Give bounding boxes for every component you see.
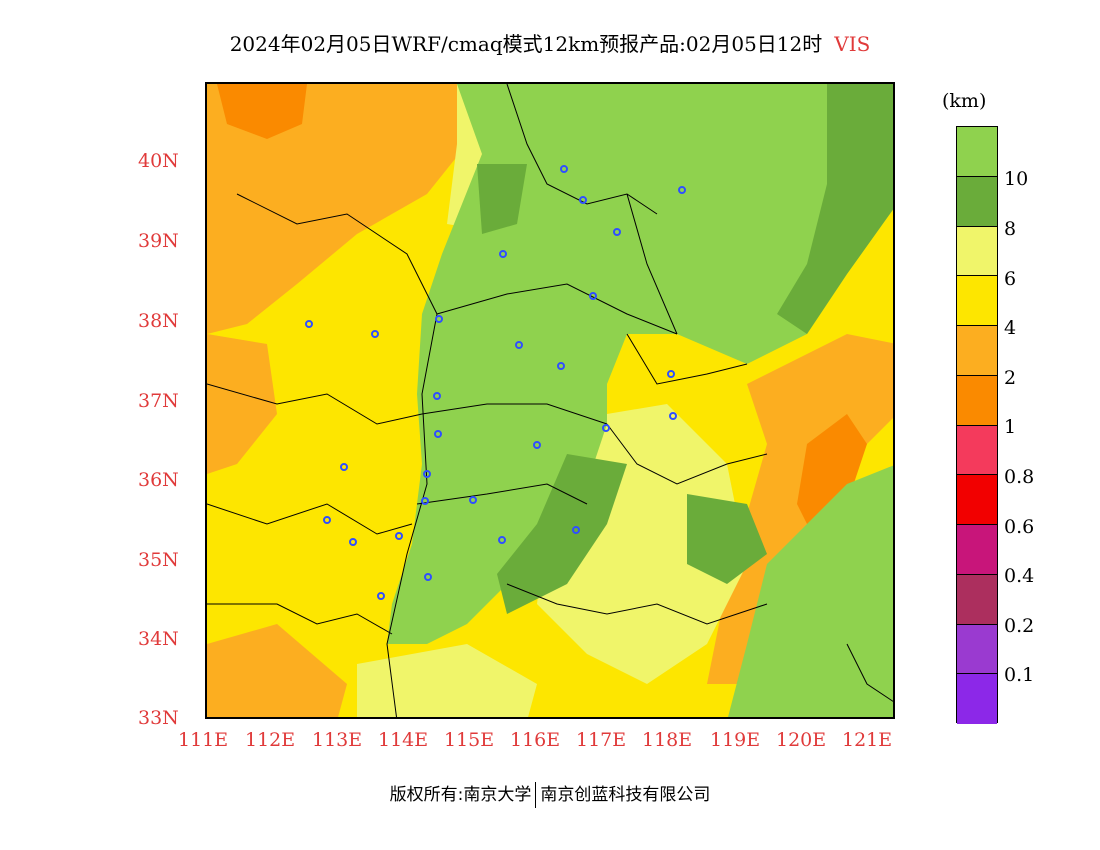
title-variable: VIS [834, 32, 871, 56]
colorbar-label: 2 [1004, 367, 1017, 389]
station-marker [305, 320, 313, 328]
lon-label-113e: 113E [312, 729, 363, 751]
lon-label-120e: 120E [776, 729, 827, 751]
colorbar-label: 0.6 [1004, 516, 1035, 538]
station-marker [515, 341, 523, 349]
station-marker [613, 228, 621, 236]
station-marker [579, 196, 587, 204]
colorbar-label: 0.1 [1004, 664, 1035, 686]
station-marker [349, 538, 357, 546]
station-marker [498, 536, 506, 544]
lon-label-119e: 119E [710, 729, 761, 751]
colorbar-label: 8 [1004, 218, 1017, 240]
station-marker [371, 330, 379, 338]
station-marker [377, 592, 385, 600]
station-marker [421, 497, 429, 505]
region-vis-8-10-north [477, 164, 527, 234]
lat-label-33n: 33N [138, 707, 179, 729]
colorbar-segment [957, 226, 997, 277]
lat-label-40n: 40N [138, 150, 179, 172]
colorbar-segment [957, 624, 997, 675]
region-vis-8-10-central [497, 454, 627, 614]
colorbar-segment [957, 475, 997, 525]
station-marker [340, 463, 348, 471]
region-vis-8-10-northeast [777, 84, 893, 334]
station-markers [305, 165, 686, 600]
colorbar-segment [957, 176, 997, 227]
title-main: 2024年02月05日WRF/cmaq模式12km预报产品:02月05日12时 [229, 32, 823, 56]
station-marker [433, 392, 441, 400]
station-marker [572, 526, 580, 534]
company-name: 南京创蓝科技有限公司 [540, 785, 711, 805]
chart-title: 2024年02月05日WRF/cmaq模式12km预报产品:02月05日12时 V… [0, 28, 1100, 57]
region-vis-1-2-north [217, 84, 307, 139]
lon-label-117e: 117E [576, 729, 627, 751]
footer-separator [535, 782, 537, 808]
colorbar-label: 0.8 [1004, 466, 1035, 488]
station-marker [423, 470, 431, 478]
colorbar-label: 1 [1004, 416, 1017, 438]
colorbar-label: 4 [1004, 317, 1017, 339]
lat-label-35n: 35N [138, 549, 179, 571]
lat-label-36n: 36N [138, 469, 179, 491]
region-vis-2-4-northwest [207, 84, 467, 334]
colorbar-segment [957, 574, 997, 625]
lon-label-116e: 116E [510, 729, 561, 751]
station-marker [678, 186, 686, 194]
colorbar-segment [957, 127, 997, 177]
boundary-lines [207, 84, 893, 717]
region-vis-2-4-west [207, 334, 277, 474]
lon-label-121e: 121E [842, 729, 893, 751]
station-marker [323, 516, 331, 524]
colorbar-unit: (km) [942, 90, 987, 112]
colorbar-segment [957, 674, 997, 724]
copyright-text: 版权所有:南京大学 [389, 785, 532, 805]
station-marker [560, 165, 568, 173]
station-marker [434, 430, 442, 438]
station-marker [667, 370, 675, 378]
station-marker [499, 250, 507, 258]
colorbar-label: 0.2 [1004, 615, 1035, 637]
colorbar-label: 10 [1004, 168, 1029, 190]
station-marker [424, 573, 432, 581]
lat-label-39n: 39N [138, 230, 179, 252]
forecast-map [205, 82, 895, 719]
lat-label-34n: 34N [138, 628, 179, 650]
station-marker [469, 496, 477, 504]
colorbar-segment [957, 525, 997, 575]
colorbar-segment [957, 375, 997, 426]
lon-label-111e: 111E [178, 729, 229, 751]
station-marker [435, 315, 443, 323]
lon-label-115e: 115E [444, 729, 495, 751]
colorbar-label: 6 [1004, 268, 1017, 290]
region-vis-6-8-south [357, 644, 537, 717]
region-vis-2-4-southwest [207, 624, 347, 717]
lon-label-114e: 114E [378, 729, 429, 751]
lat-label-37n: 37N [138, 390, 179, 412]
station-marker [602, 424, 610, 432]
colorbar [956, 126, 998, 724]
lon-label-118e: 118E [642, 729, 693, 751]
station-marker [395, 532, 403, 540]
colorbar-label: 0.4 [1004, 565, 1035, 587]
station-marker [669, 412, 677, 420]
lon-label-112e: 112E [245, 729, 296, 751]
station-marker [557, 362, 565, 370]
colorbar-segment [957, 276, 997, 326]
colorbar-segment [957, 425, 997, 476]
lat-label-38n: 38N [138, 310, 179, 332]
region-vis-8-10-east [687, 494, 767, 584]
region-vis-1-2-east [797, 414, 867, 544]
footer: 版权所有:南京大学 南京创蓝科技有限公司 [0, 780, 1100, 808]
colorbar-segment [957, 326, 997, 376]
station-marker [589, 292, 597, 300]
map-svg [207, 84, 893, 717]
station-marker [533, 441, 541, 449]
